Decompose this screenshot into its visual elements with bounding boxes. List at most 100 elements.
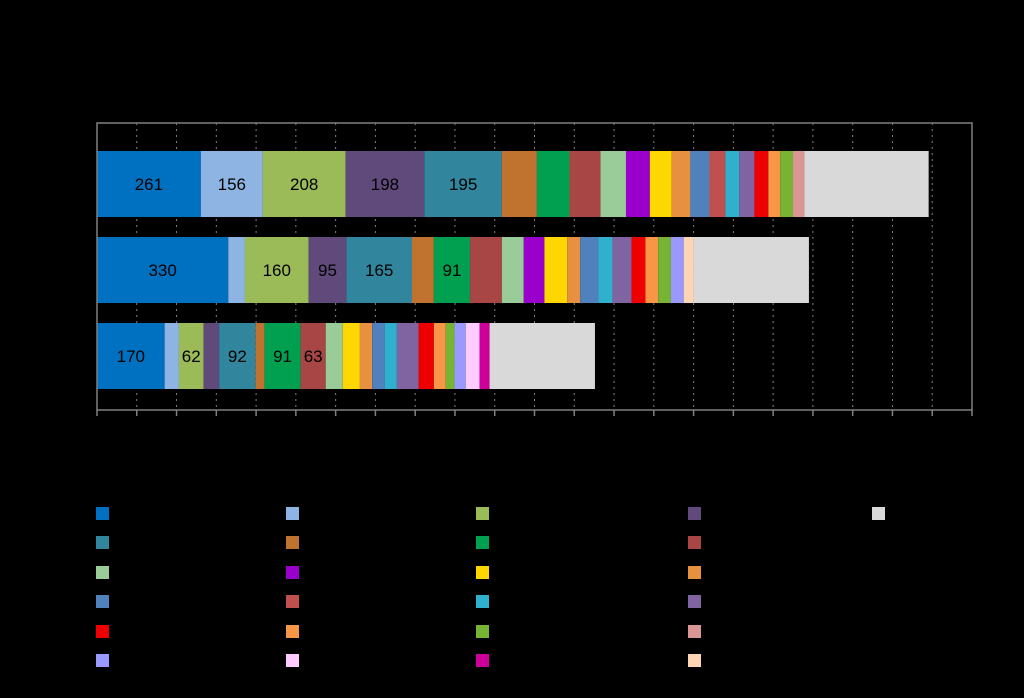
data-label: 195 <box>449 175 477 194</box>
bar-segment <box>501 237 524 303</box>
bar-segment <box>465 323 480 389</box>
bar-segment <box>536 151 570 217</box>
bar-segment <box>612 237 632 303</box>
data-label: 261 <box>135 175 163 194</box>
legend-swatch <box>872 507 885 520</box>
bar-segment <box>671 151 691 217</box>
legend-swatch <box>96 654 109 667</box>
bar-segment <box>359 323 373 389</box>
bar-segment <box>262 151 346 217</box>
bar-segment <box>454 323 466 389</box>
legend-swatch <box>688 595 701 608</box>
bar-segment <box>342 323 360 389</box>
bar-segment <box>580 237 599 303</box>
legend-swatch <box>286 625 299 638</box>
legend <box>96 507 885 667</box>
data-label: 92 <box>228 347 247 366</box>
bar-segment <box>308 237 347 303</box>
bar-segment <box>489 323 595 389</box>
data-label: 165 <box>365 261 393 280</box>
bar-segment <box>523 237 545 303</box>
bar-segment <box>683 237 694 303</box>
bar-segment <box>780 151 794 217</box>
bar-segment <box>567 237 581 303</box>
bar-segment <box>164 323 179 389</box>
bar-segment <box>97 323 165 389</box>
legend-swatch <box>286 507 299 520</box>
bar-segment <box>768 151 781 217</box>
bar-segment <box>479 323 490 389</box>
data-label: 208 <box>290 175 318 194</box>
axes <box>96 122 973 416</box>
bar-segment <box>418 323 434 389</box>
legend-swatch <box>688 507 701 520</box>
bar-segment <box>804 151 929 217</box>
bar-segment <box>793 151 805 217</box>
legend-swatch <box>688 654 701 667</box>
bar-segment <box>424 151 502 217</box>
bar-segment <box>433 323 446 389</box>
bar-segment <box>255 323 265 389</box>
bar-segment <box>228 237 245 303</box>
legend-swatch <box>476 536 489 549</box>
bar-segment <box>445 323 455 389</box>
bar-segment <box>396 323 419 389</box>
data-label: 95 <box>318 261 337 280</box>
data-labels: 261 156 208 198 195 330 160 95 165 91 170 62 92 91 63 <box>117 175 478 366</box>
data-label: 91 <box>273 347 292 366</box>
bar-segment <box>658 237 671 303</box>
data-label: 170 <box>117 347 145 366</box>
bar-segment <box>345 151 425 217</box>
bar-segment <box>300 323 326 389</box>
bar-segment <box>754 151 769 217</box>
legend-swatch <box>96 625 109 638</box>
legend-swatch <box>96 507 109 520</box>
bar-segment <box>625 151 650 217</box>
bar-segment <box>693 237 809 303</box>
bar-segment <box>649 151 672 217</box>
bar-segment <box>346 237 412 303</box>
legend-swatch <box>688 625 701 638</box>
bar-segment <box>645 237 659 303</box>
legend-swatch <box>476 625 489 638</box>
bar-segment <box>244 237 309 303</box>
data-label: 91 <box>443 261 462 280</box>
bar-segment <box>200 151 263 217</box>
bar-segment <box>598 237 613 303</box>
legend-swatch <box>96 595 109 608</box>
legend-swatch <box>96 566 109 579</box>
bar-segment <box>97 151 201 217</box>
bar-segment <box>670 237 684 303</box>
legend-swatch <box>96 536 109 549</box>
bar-segment <box>412 237 434 303</box>
bars <box>97 151 929 389</box>
legend-swatch <box>286 595 299 608</box>
bar-segment <box>325 323 343 389</box>
legend-swatch <box>286 536 299 549</box>
bar-segment <box>600 151 626 217</box>
data-label: 156 <box>218 175 246 194</box>
legend-swatch <box>286 566 299 579</box>
bar-segment <box>709 151 726 217</box>
bar-segment <box>433 237 471 303</box>
data-label: 63 <box>304 347 323 366</box>
bar-segment <box>739 151 755 217</box>
bar-segment <box>372 323 385 389</box>
data-label: 198 <box>371 175 399 194</box>
legend-swatch <box>688 536 701 549</box>
data-label: 330 <box>148 261 176 280</box>
legend-swatch <box>476 507 489 520</box>
bar-segment <box>631 237 646 303</box>
bar-segment <box>569 151 601 217</box>
bar-segment <box>501 151 537 217</box>
bar-segment <box>690 151 710 217</box>
bar-segment <box>264 323 301 389</box>
legend-swatch <box>476 566 489 579</box>
bar-segment <box>219 323 256 389</box>
legend-swatch <box>688 566 701 579</box>
bar-segment <box>470 237 502 303</box>
data-label: 62 <box>182 347 201 366</box>
bar-segment <box>384 323 397 389</box>
